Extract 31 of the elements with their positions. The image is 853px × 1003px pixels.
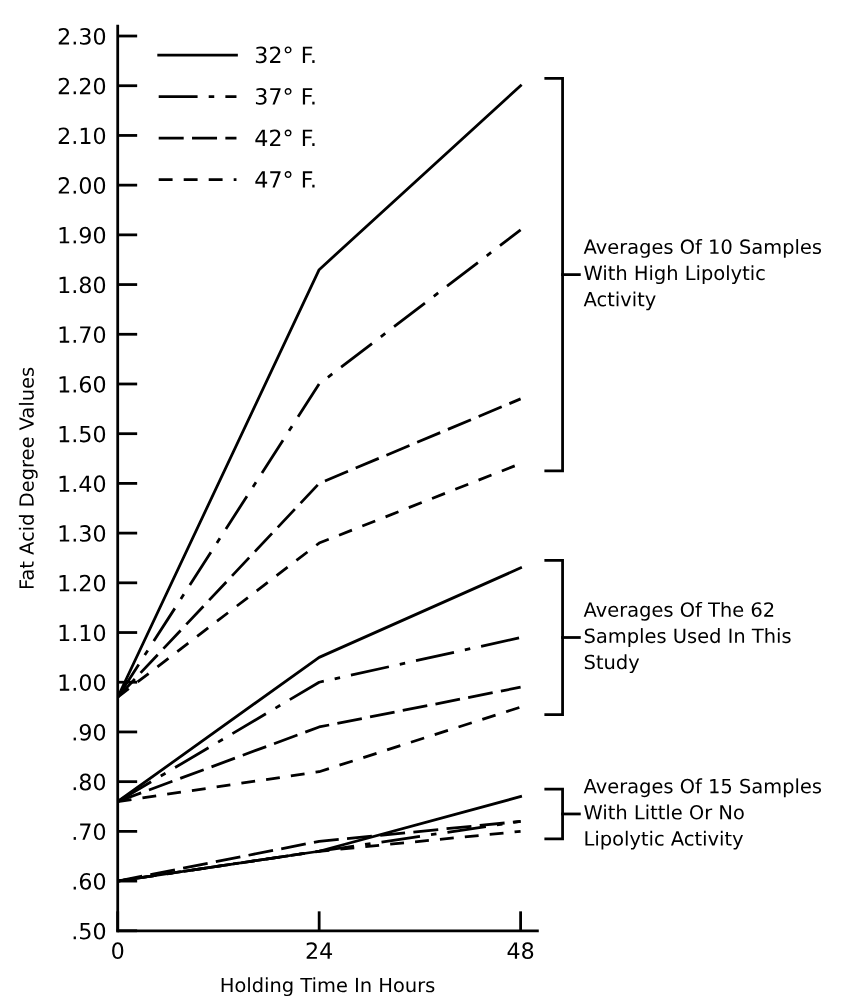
- x-axis-title: Holding Time In Hours: [221, 977, 435, 997]
- y-tick-label: 1.70: [59, 326, 106, 344]
- y-tick-label: .80: [73, 773, 106, 791]
- y-tick-label: 1.90: [59, 226, 106, 244]
- legend-label: 32° F.: [255, 46, 315, 64]
- y-tick-label: 1.80: [59, 276, 106, 294]
- y-tick-label: .60: [73, 873, 106, 890]
- text: Averages Of 15 Samples With Little Or No Lipolytic Activity: [583, 778, 822, 850]
- legend-label: 47° F.: [255, 170, 315, 188]
- y-tick-label: .70: [73, 823, 106, 841]
- y-tick-label: 1.20: [59, 574, 106, 592]
- y-tick-label: 2.00: [58, 177, 106, 194]
- legend-label: 42° F.: [255, 129, 315, 146]
- y-tick-label: 1.40: [59, 475, 106, 493]
- text: Averages Of The 62 Samples Used In This Study: [583, 601, 791, 674]
- y-tick-label: 1.00: [59, 674, 106, 691]
- y-tick-label: .50: [73, 922, 106, 940]
- legend-label: 37° F.: [255, 87, 315, 105]
- y-axis-title: Fat Acid Degree Values: [18, 367, 38, 589]
- x-tick-label: 48: [507, 942, 534, 960]
- y-tick-label: 1.60: [59, 375, 106, 393]
- y-tick-label: 2.10: [58, 127, 106, 145]
- y-tick-label: .90: [73, 723, 106, 741]
- y-tick-label: 1.10: [59, 624, 106, 642]
- y-tick-label: 2.20: [58, 77, 106, 95]
- y-tick-label: 1.50: [59, 425, 106, 443]
- y-tick-label: 2.30: [58, 27, 106, 45]
- y-tick-label: 1.30: [59, 525, 106, 542]
- x-tick-label: 24: [306, 942, 333, 959]
- x-tick-label: 0: [112, 942, 124, 960]
- text: Averages Of 10 Samples With High Lipolytic Activity: [583, 239, 822, 311]
